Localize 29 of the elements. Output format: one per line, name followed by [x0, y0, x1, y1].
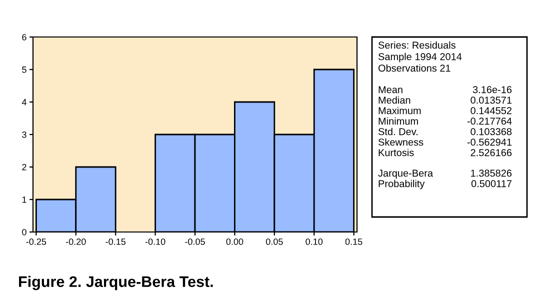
x-tick-label: -0.25 — [26, 238, 46, 245]
text: Std. Dev. 0.103368 — [378, 128, 512, 136]
text: Sample 1994 2014 — [378, 52, 462, 62]
text: Maximum 0.144552 — [378, 106, 512, 114]
text: Median 0.013571 — [378, 96, 512, 104]
y-tick-label: 0 — [22, 228, 26, 236]
text: Minimum -0.217764 — [378, 117, 512, 125]
y-tick-label: 1 — [22, 196, 26, 203]
text: Kurtosis 2.526166 — [378, 148, 512, 156]
y-tick-label: 4 — [22, 99, 26, 106]
y-tick-label: 6 — [22, 34, 26, 40]
text: Skewness -0.562941 — [378, 138, 512, 146]
x-tick-label: 0.10 — [306, 238, 323, 245]
x-tick-label: -0.15 — [106, 238, 126, 245]
text: Series: Residuals — [378, 41, 456, 49]
x-tick-label: 0.05 — [266, 238, 283, 245]
y-tick-label: 5 — [22, 66, 26, 73]
text: Observations 21 — [378, 64, 450, 72]
text: Mean 3.16e-16 — [378, 86, 512, 94]
text: Probability 0.500117 — [378, 180, 512, 190]
text: Figure 2. Jarque-Bera Test. — [19, 276, 213, 290]
text: Jarque-Bera 1.385826 — [378, 170, 512, 179]
y-tick-label: 3 — [22, 131, 26, 138]
x-tick-label: -0.05 — [185, 238, 205, 245]
y-tick-label: 2 — [22, 164, 26, 170]
x-tick-label: -0.20 — [66, 238, 86, 245]
x-tick-label: -0.10 — [145, 238, 166, 245]
x-tick-label: 0.00 — [226, 238, 244, 245]
x-tick-label: 0.15 — [345, 238, 362, 245]
